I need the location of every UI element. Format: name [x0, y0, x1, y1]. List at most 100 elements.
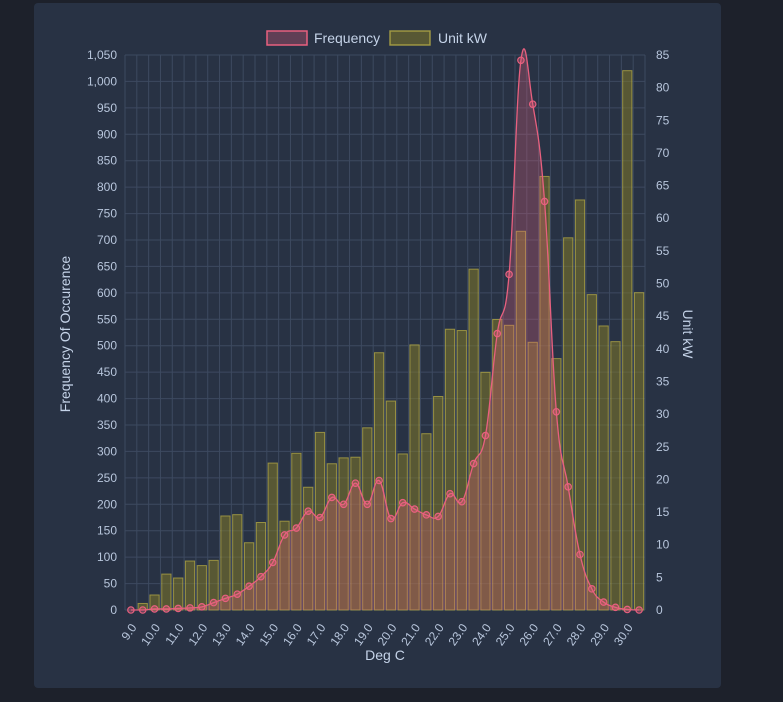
left-tick-label: 700: [97, 233, 117, 247]
unit-kw-bar: [515, 230, 527, 611]
left-tick-label: 650: [97, 259, 117, 273]
frequency-point: [458, 497, 466, 506]
unit-kw-bar: [574, 199, 586, 611]
unit-kw-bar: [350, 456, 361, 611]
right-tick-label: 50: [656, 277, 670, 291]
x-tick-label: 30.0: [611, 621, 636, 648]
legend: Frequency Unit kW: [266, 30, 488, 46]
left-tick-label: 0: [110, 603, 117, 617]
x-tick-label: 24.0: [469, 621, 494, 648]
frequency-point: [588, 585, 596, 593]
unit-kw-bar: [232, 514, 243, 611]
unit-kw-bar: [551, 358, 562, 611]
x-tick-label: 27.0: [540, 621, 565, 648]
frequency-point: [505, 270, 513, 279]
frequency-point: [351, 479, 360, 487]
x-tick-label: 22.0: [422, 621, 447, 648]
x-tick-label: 28.0: [564, 621, 589, 648]
left-axis-title: Frequency Of Occurence: [57, 256, 73, 413]
unit-kw-bar: [622, 70, 633, 611]
unit-kw-bar: [503, 324, 515, 611]
unit-kw-bar: [421, 433, 432, 611]
frequency-point: [387, 514, 395, 523]
left-tick-label: 600: [97, 286, 117, 300]
frequency-point: [481, 431, 490, 440]
unit-kw-bar: [267, 462, 278, 611]
x-tick-label: 17.0: [304, 621, 329, 648]
right-tick-label: 0: [656, 603, 663, 617]
right-axis-ticks: 0 5 10 15 20 25 30 35 40 45 50 55 60 65 70 75 80 85: [656, 48, 670, 617]
unit-kw-bar: [208, 559, 219, 611]
unit-kw-bar: [173, 577, 184, 611]
frequency-point: [209, 598, 218, 607]
frequency-point: [257, 572, 265, 581]
unit-kw-bar: [527, 341, 538, 611]
frequency-point: [493, 329, 502, 338]
unit-kw-bar: [444, 328, 456, 611]
unit-kw-bar: [338, 457, 349, 611]
frequency-point: [292, 524, 301, 532]
left-tick-label: 750: [97, 207, 117, 221]
right-tick-label: 80: [656, 81, 670, 95]
frequency-point: [422, 511, 431, 519]
frequency-point: [268, 558, 277, 567]
frequency-point: [162, 605, 171, 613]
right-tick-label: 40: [656, 342, 670, 356]
left-tick-label: 250: [97, 471, 117, 485]
left-tick-label: 350: [97, 418, 117, 432]
frequency-point: [233, 590, 242, 598]
left-tick-label: 900: [97, 127, 117, 141]
unit-kw-bar: [279, 520, 290, 611]
x-tick-label: 9.0: [118, 621, 139, 643]
frequency-point: [328, 493, 336, 502]
frequency-point: [576, 550, 584, 559]
frequency-point: [221, 594, 230, 603]
left-tick-label: 1,000: [87, 74, 117, 88]
unit-kw-bar: [149, 594, 160, 611]
unit-kw-bar: [633, 292, 645, 611]
frequency-point: [611, 603, 620, 612]
frequency-point: [186, 604, 194, 612]
left-tick-label: 100: [97, 550, 117, 564]
unit-kw-bar: [184, 560, 196, 611]
unit-kw-bar: [468, 268, 479, 611]
left-tick-label: 550: [97, 312, 117, 326]
frequency-point: [198, 603, 206, 611]
frequency-point: [528, 100, 537, 108]
legend-label-unit-kw: Unit kW: [438, 30, 488, 46]
right-tick-label: 20: [656, 472, 670, 486]
x-axis-title: Deg C: [365, 647, 405, 663]
right-tick-label: 65: [656, 179, 670, 193]
right-tick-label: 25: [656, 440, 670, 454]
left-tick-label: 150: [97, 524, 117, 538]
legend-swatch-frequency: [266, 30, 308, 46]
left-tick-label: 1,050: [87, 48, 117, 62]
unit-kw-bar: [397, 453, 408, 611]
x-tick-label: 12.0: [186, 621, 211, 648]
unit-kw-bar: [373, 352, 385, 611]
frequency-point: [316, 513, 324, 522]
unit-kw-bar: [610, 341, 621, 611]
frequency-point: [599, 598, 608, 606]
frequency-point: [339, 500, 348, 509]
frequency-point: [635, 606, 643, 614]
x-tick-label: 20.0: [375, 621, 400, 648]
frequency-point: [375, 476, 383, 485]
right-tick-label: 5: [656, 570, 663, 584]
left-tick-label: 800: [97, 180, 117, 194]
frequency-point: [363, 500, 372, 509]
unit-kw-bar: [480, 371, 491, 611]
frequency-point: [517, 56, 525, 65]
x-tick-label: 16.0: [280, 621, 305, 648]
unit-kw-bar: [492, 318, 503, 611]
right-tick-label: 85: [656, 48, 670, 62]
x-tick-label: 19.0: [351, 621, 376, 648]
unit-kw-bar: [409, 344, 420, 611]
legend-item-unit-kw[interactable]: Unit kW: [389, 30, 488, 46]
legend-item-frequency[interactable]: Frequency: [266, 30, 380, 46]
frequency-point: [552, 407, 561, 416]
frequency-area: [130, 48, 640, 610]
unit-kw-bar: [563, 237, 574, 611]
frequency-line: [130, 48, 640, 611]
unit-kw-bar: [362, 427, 373, 611]
